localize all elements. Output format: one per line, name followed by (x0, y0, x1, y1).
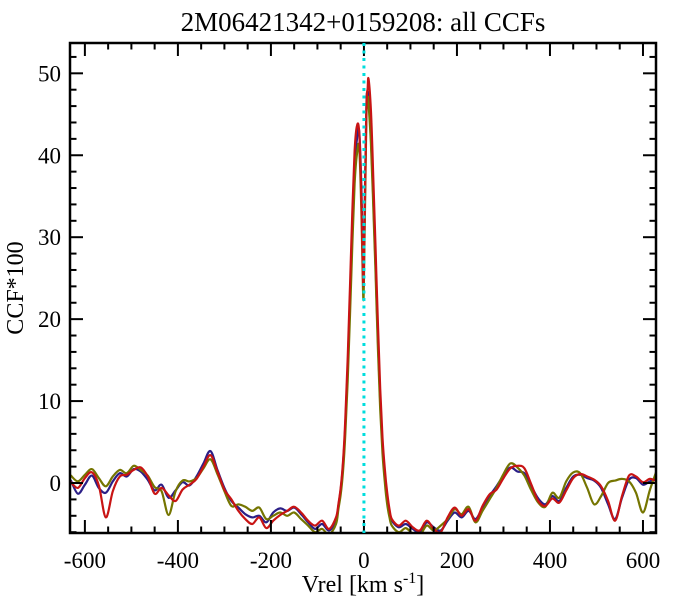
y-tick-label: 30 (38, 225, 61, 250)
x-tick-label: -600 (64, 548, 106, 573)
x-tick-label: 200 (440, 548, 475, 573)
ccf-visit-2-olive (70, 95, 656, 533)
y-tick-label: 40 (38, 143, 61, 168)
x-tick-label: 0 (358, 548, 370, 573)
y-tick-label: 20 (38, 307, 61, 332)
y-tick-label: 0 (50, 471, 62, 496)
x-tick-label: 600 (626, 548, 661, 573)
x-tick-label: -200 (250, 548, 292, 573)
tick-labels: -600 -400 -200 0 200 400 600 0 10 20 30 40 50 (38, 61, 660, 573)
x-axis-label: Vrel [km s-1] (302, 570, 425, 598)
plot-title: 2M06421342+0159208: all CCFs (181, 7, 546, 37)
y-axis-label: CCF*100 (3, 241, 29, 334)
y-tick-label: 10 (38, 389, 61, 414)
x-tick-label: -400 (157, 548, 199, 573)
y-tick-label: 50 (38, 61, 61, 86)
x-tick-label: 400 (533, 548, 568, 573)
